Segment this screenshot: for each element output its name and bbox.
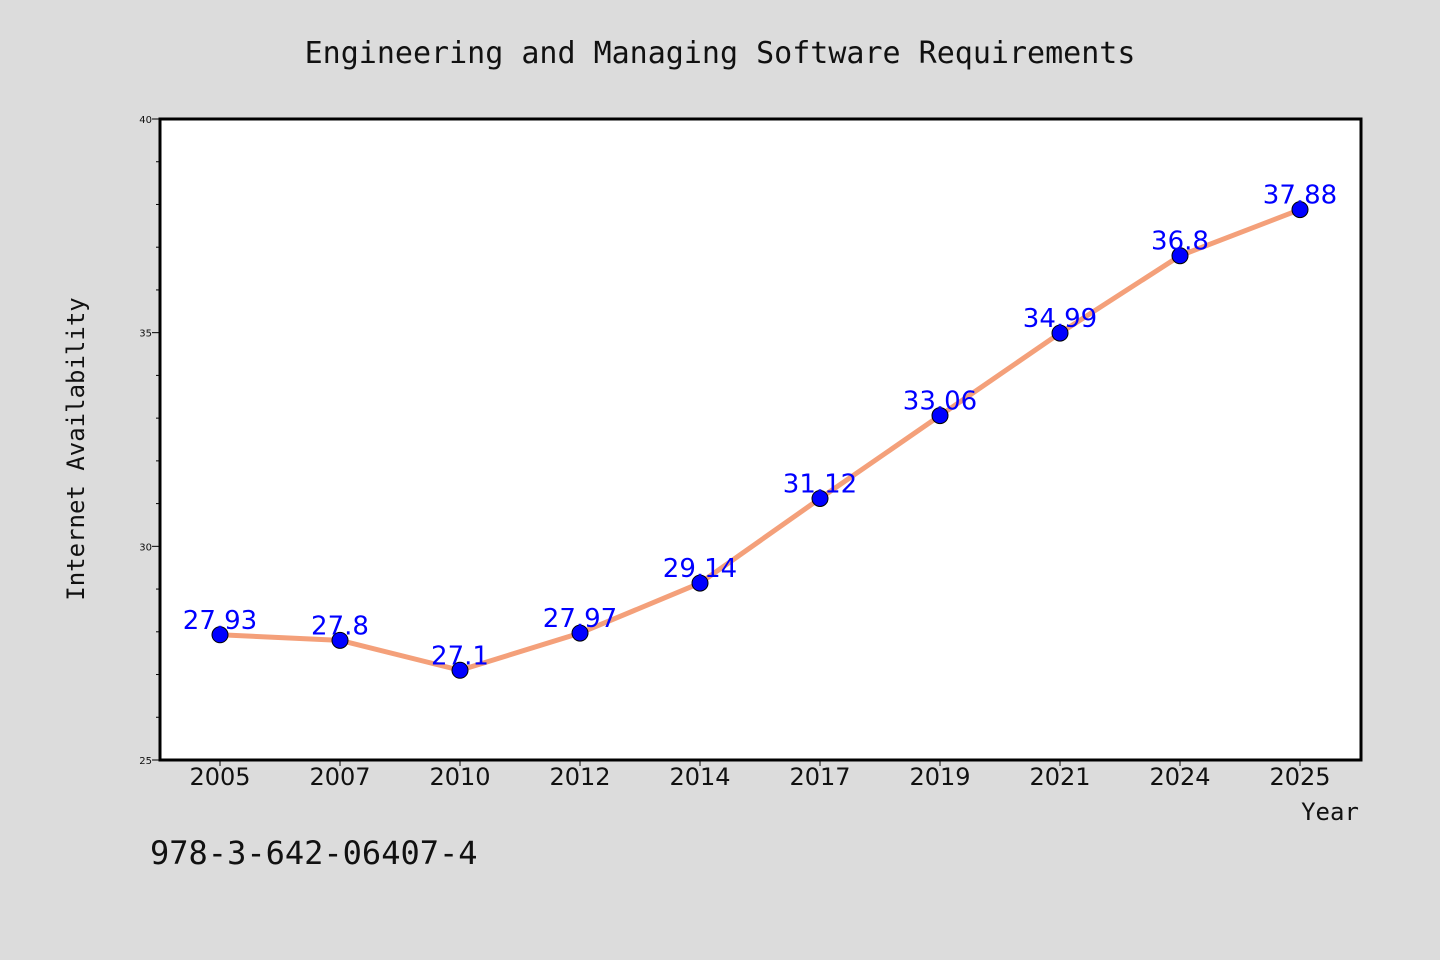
x-tick-label: 2021 [1029, 763, 1090, 791]
x-tick-label: 2007 [309, 763, 370, 791]
data-label: 33.06 [903, 387, 977, 417]
y-axis: 25 30 35 40 [139, 115, 160, 767]
data-point [1051, 324, 1069, 342]
x-tick-label: 2012 [549, 763, 610, 791]
x-axis: 2005 2007 2010 2012 2014 2017 2019 2021 2024 2025 [189, 760, 1331, 791]
x-tick-label: 2010 [429, 763, 490, 791]
data-point [571, 624, 589, 642]
data-point [1171, 247, 1189, 265]
data-label: 34.99 [1023, 304, 1097, 334]
series-line [217, 207, 1303, 673]
y-tick-label: 40 [139, 115, 152, 126]
x-tick-label: 2025 [1269, 763, 1330, 791]
data-label: 27.97 [543, 604, 617, 634]
x-tick-label: 2014 [669, 763, 730, 791]
data-point [451, 661, 469, 679]
data-label: 27.93 [183, 606, 257, 636]
plot-area [158, 117, 1363, 762]
data-point [931, 407, 949, 425]
data-point [331, 631, 349, 649]
x-tick-label: 2005 [189, 763, 250, 791]
y-tick-label: 25 [139, 756, 152, 767]
data-point [811, 489, 829, 507]
series-markers [211, 201, 1309, 679]
data-point [1291, 201, 1309, 219]
y-axis-label: Internet Availability [62, 297, 90, 600]
y-tick-label: 35 [139, 329, 152, 340]
data-label: 27.8 [311, 611, 369, 641]
chart-title: Engineering and Managing Software Requir… [305, 36, 1136, 71]
data-label: 36.8 [1151, 227, 1209, 257]
series-polyline [217, 207, 1303, 673]
data-point [211, 626, 229, 644]
data-labels: 27.93 27.8 27.1 27.97 29.14 31.12 33.06 34.99 36… [183, 181, 1337, 672]
data-label: 31.12 [783, 469, 857, 499]
data-label: 37.88 [1263, 181, 1337, 211]
x-axis-label: Year [1301, 798, 1359, 826]
data-label: 27.1 [431, 641, 489, 671]
data-label: 29.14 [663, 554, 737, 584]
x-tick-label: 2024 [1149, 763, 1210, 791]
isbn-annotation: 978-3-642-06407-4 [150, 834, 478, 872]
x-tick-label: 2017 [789, 763, 850, 791]
data-point [691, 574, 709, 592]
y-tick-label: 30 [139, 542, 152, 553]
x-tick-label: 2019 [909, 763, 970, 791]
